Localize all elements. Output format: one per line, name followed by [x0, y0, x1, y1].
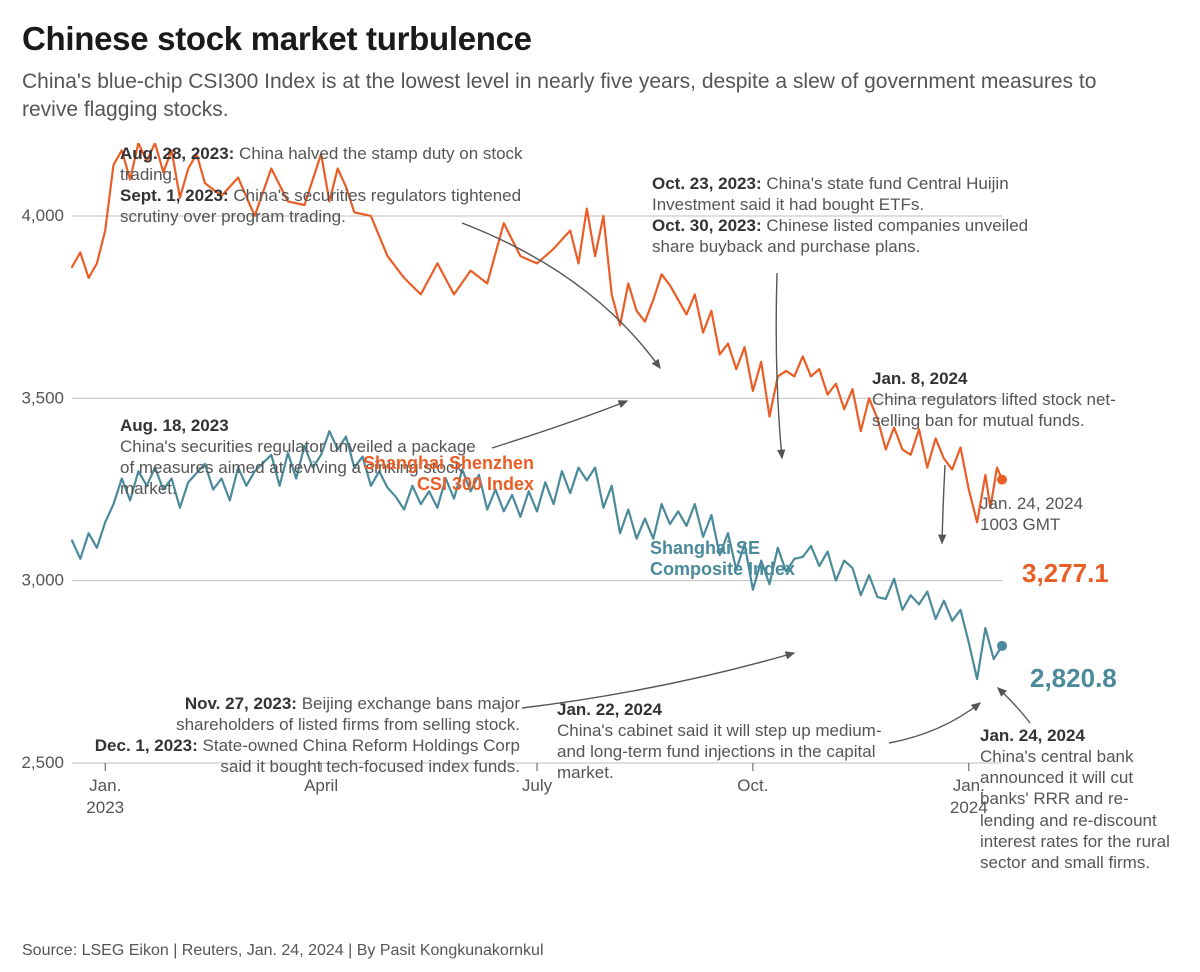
- chart-source: Source: LSEG Eikon | Reuters, Jan. 24, 2…: [22, 942, 544, 960]
- svg-text:Jan.: Jan.: [89, 776, 121, 795]
- svg-text:2,500: 2,500: [22, 753, 64, 772]
- svg-text:April: April: [304, 776, 338, 795]
- end-value-sse: 2,820.8: [1030, 663, 1117, 694]
- chart-title: Chinese stock market turbulence: [22, 20, 1178, 58]
- end-value-csi300: 3,277.1: [1022, 558, 1109, 589]
- svg-text:4,000: 4,000: [22, 206, 64, 225]
- series-label-csi300: Shanghai ShenzhenCSI 300 Index: [334, 453, 534, 496]
- annotation-a1: Aug. 28, 2023: China halved the stamp du…: [120, 143, 550, 228]
- annotation-a6: Jan. 22, 2024China's cabinet said it wil…: [557, 699, 887, 784]
- series-label-sse: Shanghai SEComposite Index: [650, 538, 850, 581]
- annotation-a7: Jan. 24, 2024China's central bank announ…: [980, 725, 1180, 874]
- annotation-a4: Jan. 8, 2024China regulators lifted stoc…: [872, 368, 1132, 432]
- end-time-csi300: Jan. 24, 20241003 GMT: [980, 493, 1160, 536]
- chart-subtitle: China's blue-chip CSI300 Index is at the…: [22, 68, 1122, 125]
- chart-area: 2,500 3,000 3,500 4,000 Jan. 2023 April July Oct…: [22, 143, 1178, 923]
- annotation-a3: Oct. 23, 2023: China's state fund Centra…: [652, 173, 1052, 258]
- svg-text:2023: 2023: [86, 798, 124, 817]
- svg-text:July: July: [522, 776, 553, 795]
- svg-text:3,500: 3,500: [22, 388, 64, 407]
- svg-text:3,000: 3,000: [22, 570, 64, 589]
- annotation-a5: Nov. 27, 2023: Beijing exchange bans maj…: [90, 693, 520, 778]
